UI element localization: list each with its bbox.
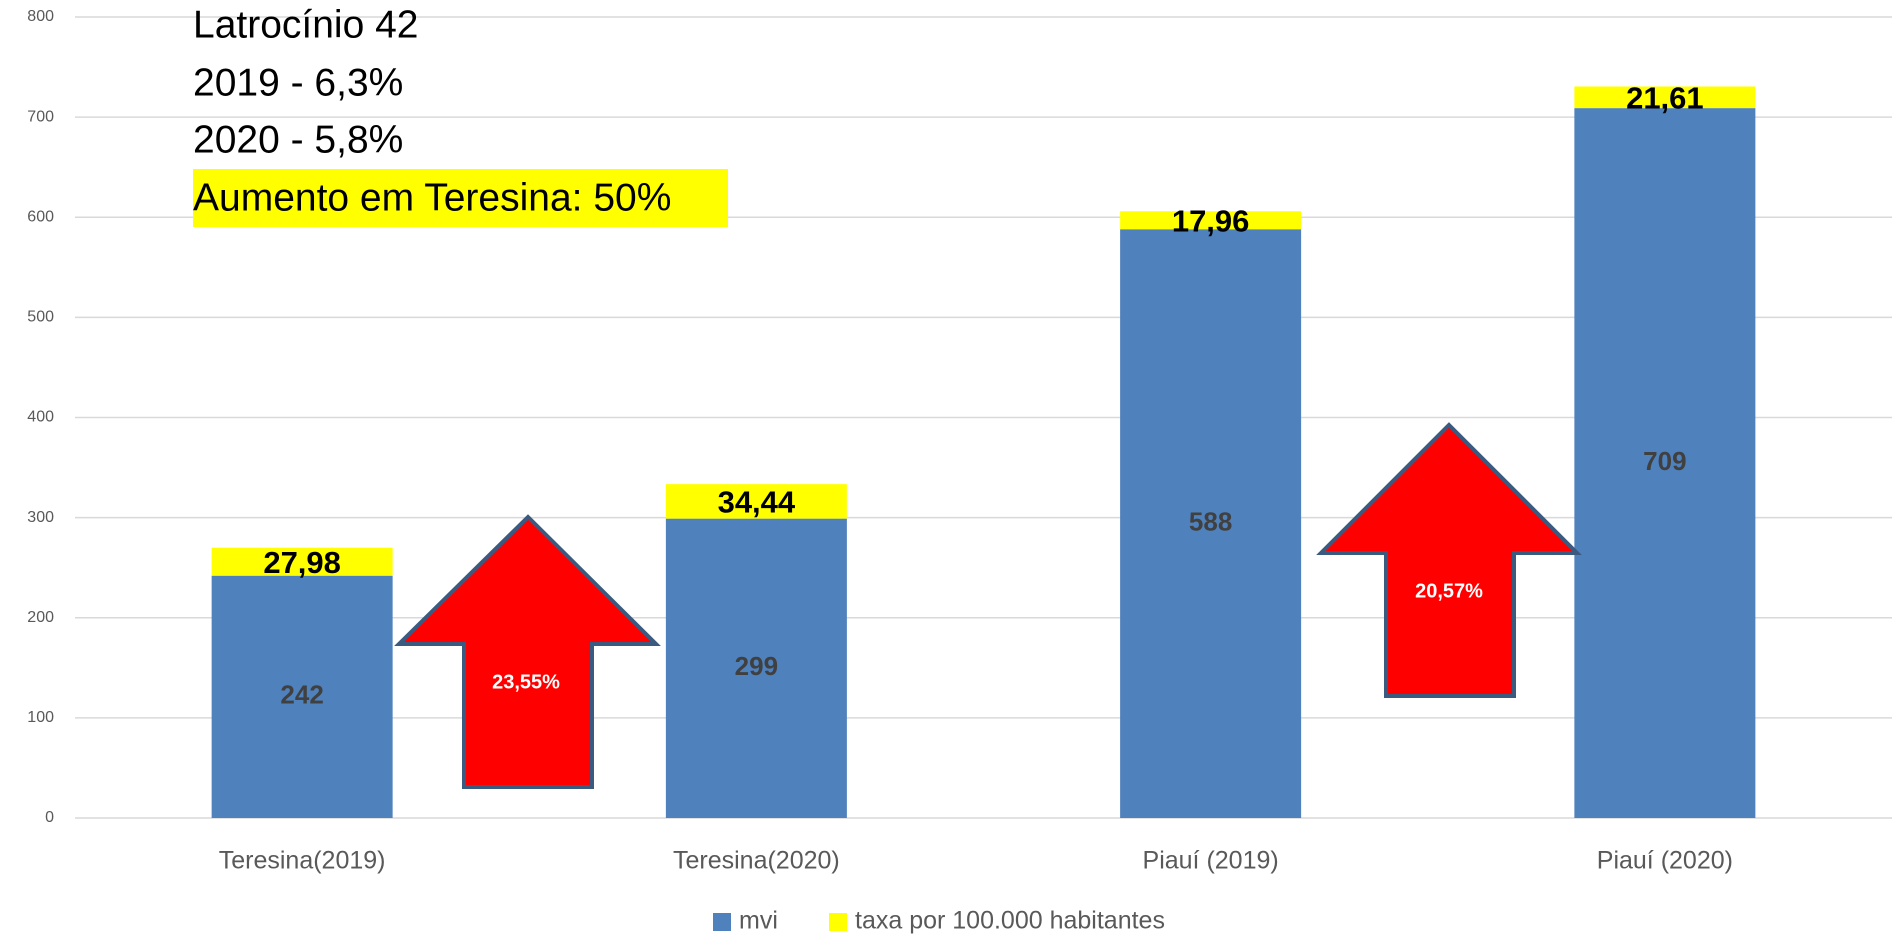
bar-segment <box>1120 211 1302 230</box>
bar-segment <box>665 484 847 519</box>
arrow <box>1316 422 1582 698</box>
y-tick-label: 200 <box>27 609 54 626</box>
bar-segment <box>665 518 847 818</box>
bar-segment <box>1120 229 1302 818</box>
data-label: 34,44 <box>718 485 796 520</box>
y-tick-label: 400 <box>27 409 54 426</box>
data-label: 242 <box>280 680 323 710</box>
data-label: 299 <box>735 651 778 681</box>
bar-segment <box>1574 108 1756 818</box>
bar-segment <box>1574 86 1756 109</box>
arrow-label: 23,55% <box>492 671 560 693</box>
arrow <box>394 514 661 789</box>
bar-segment <box>211 575 393 818</box>
data-label: 588 <box>1189 507 1232 537</box>
arrow-label: 20,57% <box>1415 580 1483 602</box>
legend-swatch <box>713 913 731 931</box>
annotation: Aumento em Teresina: 50% <box>193 176 671 219</box>
annotation: 2019 - 6,3% <box>193 61 403 104</box>
annotation-highlight <box>193 169 728 227</box>
data-label: 21,61 <box>1626 80 1704 115</box>
bars <box>211 86 1756 818</box>
y-tick-label: 600 <box>27 208 54 225</box>
annotation: Latrocínio 42 <box>193 3 419 46</box>
y-tick-label: 500 <box>27 309 54 326</box>
y-tick-label: 0 <box>45 809 54 826</box>
y-tick-label: 700 <box>27 108 54 125</box>
data-label: 17,96 <box>1172 203 1250 238</box>
legend-swatch <box>829 913 847 931</box>
annotation: 2020 - 5,8% <box>193 118 403 161</box>
x-tick-label: Piauí (2019) <box>1143 847 1279 875</box>
x-tick-label: Teresina(2019) <box>219 847 386 875</box>
y-tick-label: 300 <box>27 509 54 526</box>
y-tick-label: 800 <box>27 8 54 25</box>
data-label: 709 <box>1643 446 1686 476</box>
legend-label: taxa por 100.000 habitantes <box>855 907 1165 935</box>
y-tick-label: 100 <box>27 709 54 726</box>
x-tick-label: Teresina(2020) <box>673 847 840 875</box>
data-label: 27,98 <box>263 545 341 580</box>
bar-segment <box>211 547 393 576</box>
x-tick-label: Piauí (2020) <box>1597 847 1733 875</box>
legend-label: mvi <box>739 907 778 935</box>
